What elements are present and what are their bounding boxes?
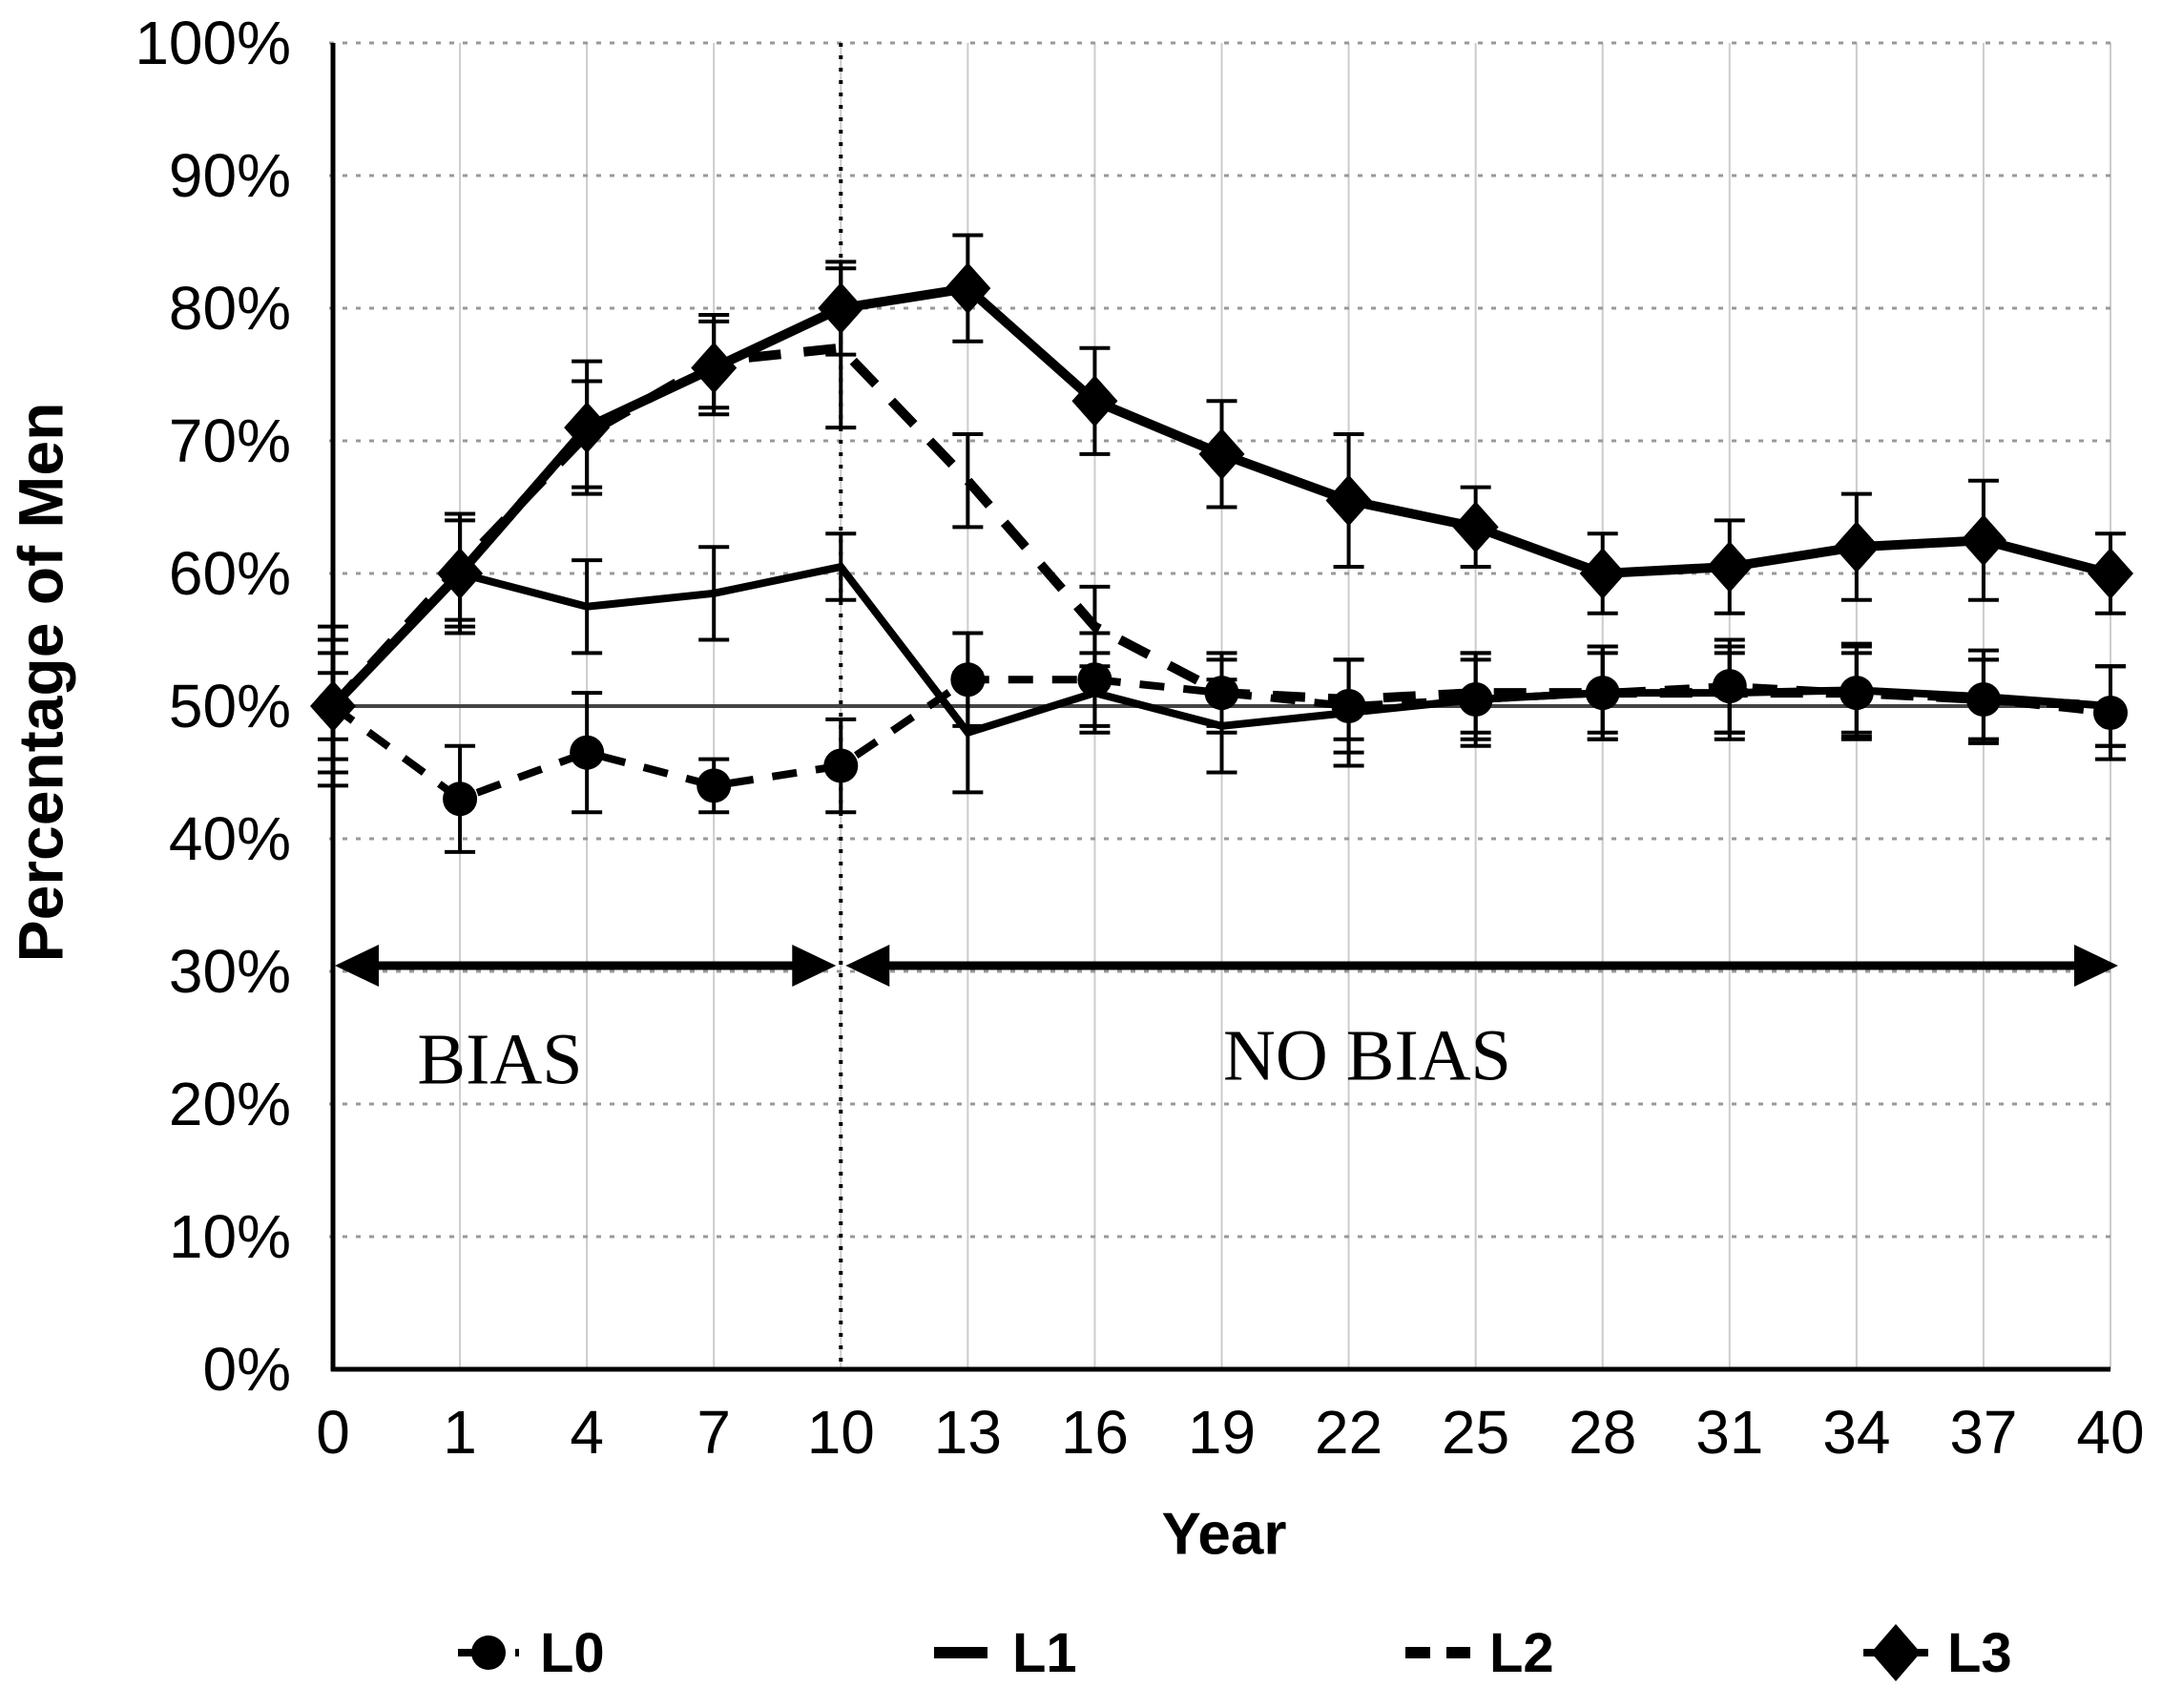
legend-item-L2: L2: [1405, 1622, 1554, 1684]
series-markers-L3: [310, 262, 2133, 732]
y-tick-labels: 100% 90% 80% 70% 60% 50% 40% 30% 20% 10% 0%: [135, 9, 291, 1404]
circle-marker-icon: [471, 1635, 506, 1670]
bias-annotation: BIAS: [417, 1019, 582, 1099]
horizontal-gridlines: [329, 41, 2110, 1239]
x-tick-label: 13: [934, 1398, 1002, 1467]
no-bias-range-arrow: [845, 945, 2118, 987]
no-bias-annotation: NO BIAS: [1223, 1015, 1511, 1095]
series-markers-L0: [316, 662, 2128, 817]
y-tick-label: 10%: [169, 1202, 291, 1271]
legend-label-L2: L2: [1489, 1622, 1554, 1684]
x-tick-label: 25: [1442, 1398, 1509, 1467]
diamond-marker-icon: [1871, 1624, 1921, 1681]
series-line-L0: [330, 676, 2111, 803]
x-tick-label: 31: [1695, 1398, 1763, 1467]
y-tick-label: 90%: [169, 141, 291, 210]
y-tick-label: 70%: [169, 406, 291, 475]
legend-item-L3: L3: [1863, 1622, 2012, 1684]
x-tick-label: 16: [1061, 1398, 1129, 1467]
x-tick-label: 0: [316, 1398, 350, 1467]
legend-label-L3: L3: [1947, 1622, 2012, 1684]
y-tick-label: 40%: [169, 804, 291, 873]
y-tick-label: 30%: [169, 937, 291, 1006]
y-axis-title: Percentage of Men: [5, 403, 75, 963]
y-tick-label: 100%: [135, 9, 291, 77]
y-tick-label: 80%: [169, 274, 291, 343]
x-tick-label: 37: [1949, 1398, 2017, 1467]
y-tick-label: 20%: [169, 1070, 291, 1138]
x-tick-labels: 0 1 4 7 10 13 16 19 22 25 28 31 34 37 40: [316, 1398, 2144, 1467]
legend-item-L1: L1: [934, 1622, 1077, 1684]
x-tick-label: 22: [1315, 1398, 1382, 1467]
x-tick-label: 19: [1188, 1398, 1256, 1467]
x-tick-label: 1: [443, 1398, 477, 1467]
x-tick-label: 10: [807, 1398, 875, 1467]
y-tick-label: 60%: [169, 539, 291, 608]
bias-range-arrow: [335, 945, 837, 987]
x-tick-label: 40: [2076, 1398, 2144, 1467]
legend-item-L0: L0: [458, 1622, 605, 1684]
legend-label-L1: L1: [1012, 1622, 1077, 1684]
x-axis-title: Year: [1161, 1501, 1286, 1567]
x-tick-label: 7: [696, 1398, 731, 1467]
y-tick-label: 50%: [169, 672, 291, 740]
legend-label-L0: L0: [540, 1622, 605, 1684]
y-tick-label: 0%: [203, 1335, 292, 1404]
x-tick-label: 4: [570, 1398, 604, 1467]
x-tick-label: 28: [1569, 1398, 1636, 1467]
x-tick-label: 34: [1822, 1398, 1890, 1467]
